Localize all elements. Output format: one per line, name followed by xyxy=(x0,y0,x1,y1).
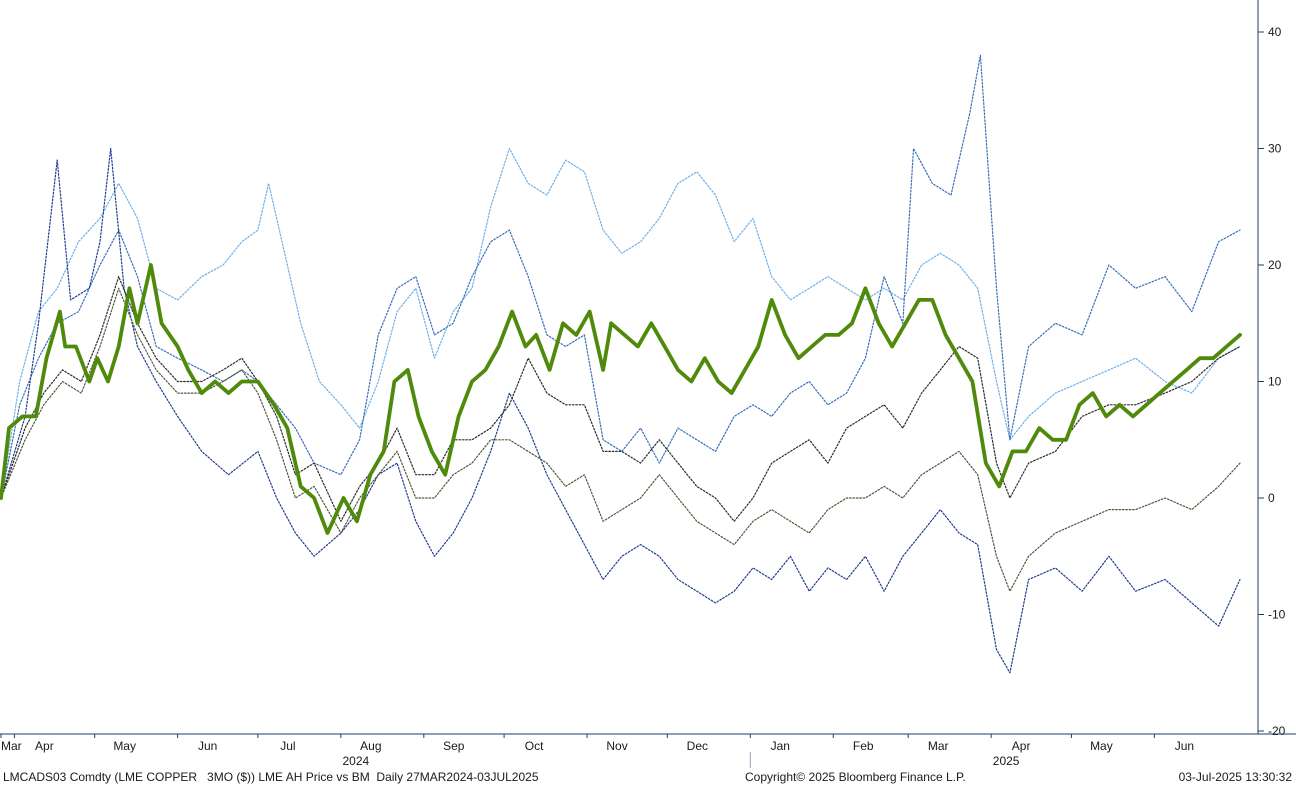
x-tick-label: May xyxy=(1090,739,1113,753)
x-tick-label: Mar xyxy=(928,739,949,753)
x-tick-label: Jan xyxy=(771,739,790,753)
x-tick-label: Oct xyxy=(525,739,544,753)
footer-timestamp: 03-Jul-2025 13:30:32 xyxy=(1178,770,1292,784)
series-layer xyxy=(0,54,1242,674)
x-tick-label: Nov xyxy=(606,739,627,753)
x-tick-label: Sep xyxy=(443,739,465,753)
footer-copyright: Copyright© 2025 Bloomberg Finance L.P. xyxy=(745,770,966,784)
x-tick-label: Feb xyxy=(853,739,874,753)
series-line-1 xyxy=(0,147,1241,499)
x-tick-label: May xyxy=(113,739,136,753)
y-tick-label: 30 xyxy=(1268,142,1282,156)
x-tick-label: Jun xyxy=(1175,739,1194,753)
series-line-4 xyxy=(0,276,1241,522)
year-label: 2025 xyxy=(993,754,1020,768)
axes-layer: -20 -10 0 10 20 30 40 Mar Apr May Jun Jul Aug Sep Oct N… xyxy=(0,0,1296,768)
y-tick-label: 20 xyxy=(1268,258,1282,272)
footer-ticker-description: LMCADS03 Comdty (LME COPPER 3MO ($)) LME… xyxy=(3,770,539,784)
year-label: 2024 xyxy=(343,754,370,768)
y-tick-label: -20 xyxy=(1268,724,1286,738)
series-line-2 xyxy=(0,54,1241,499)
x-tick-label: Dec xyxy=(687,739,708,753)
x-tick-label: Mar xyxy=(1,739,22,753)
y-tick-label: -10 xyxy=(1268,608,1286,622)
y-tick-label: 10 xyxy=(1268,375,1282,389)
series-line-6 xyxy=(0,263,1242,535)
x-tick-label: Apr xyxy=(1012,739,1031,753)
y-tick-label: 40 xyxy=(1268,25,1282,39)
series-line-3 xyxy=(0,147,1241,674)
x-tick-label: Jun xyxy=(198,739,217,753)
y-tick-label: 0 xyxy=(1268,491,1275,505)
x-tick-label: Jul xyxy=(280,739,295,753)
x-tick-label: Apr xyxy=(35,739,54,753)
x-tick-label: Aug xyxy=(360,739,381,753)
